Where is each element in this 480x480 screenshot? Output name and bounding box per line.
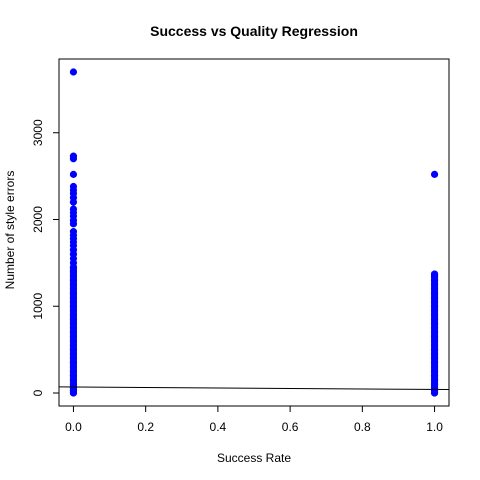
x-tick-label: 0.2	[137, 420, 154, 434]
data-point	[430, 170, 439, 178]
x-axis: 0.0 0.2 0.4 0.6 0.8 1.0	[65, 405, 443, 434]
data-point	[69, 198, 78, 206]
y-tick-label: 2000	[31, 206, 45, 233]
data-point	[69, 170, 78, 178]
x-tick-label: 0.8	[354, 420, 371, 434]
regression-line	[58, 386, 450, 391]
x-tick-label: 1.0	[426, 420, 443, 434]
x-tick-label: 0.0	[65, 420, 82, 434]
data-point	[69, 155, 78, 163]
data-point	[69, 220, 78, 228]
chart-title: Success vs Quality Regression	[150, 23, 358, 39]
y-axis: 0 1000 2000 3000	[31, 119, 60, 396]
x-axis-label: Success Rate	[217, 451, 291, 465]
y-tick-label: 1000	[31, 293, 45, 320]
regression-line-group	[58, 386, 450, 391]
y-axis-label: Number of style errors	[3, 171, 17, 290]
y-tick-label: 3000	[31, 119, 45, 146]
data-point	[69, 68, 78, 76]
x-tick-label: 0.6	[282, 420, 299, 434]
data-points	[69, 68, 439, 397]
x-tick-label: 0.4	[210, 420, 227, 434]
y-tick-label: 0	[31, 389, 45, 396]
